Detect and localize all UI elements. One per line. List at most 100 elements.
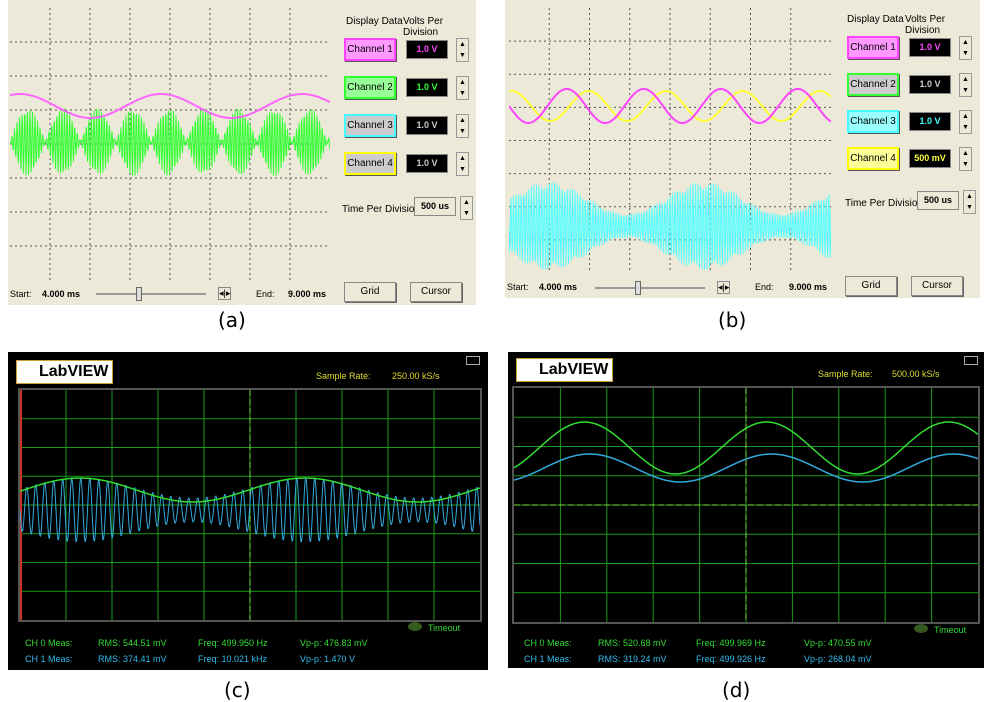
- ch0-vpp: Vp-p: 470.55 mV: [804, 638, 872, 648]
- channel-3-volts: 1.0 V: [909, 112, 951, 131]
- channel-2-button[interactable]: Channel 2: [847, 73, 899, 96]
- start-value: 4.000 ms: [539, 282, 578, 292]
- start-label: Start:: [10, 289, 32, 299]
- window-icon[interactable]: [964, 356, 978, 365]
- time-spinner[interactable]: ▲ ▼: [963, 190, 976, 214]
- caption-a: (a): [218, 308, 246, 332]
- channel-2-button[interactable]: Channel 2: [344, 76, 396, 99]
- channel-3-button[interactable]: Channel 3: [344, 114, 396, 137]
- slider-thumb[interactable]: [136, 287, 142, 301]
- sample-rate-label: Sample Rate:: [316, 371, 371, 381]
- timeout-led: [408, 622, 422, 631]
- scroll-arrows[interactable]: ◂|▸: [717, 281, 731, 294]
- time-spinner[interactable]: ▲ ▼: [460, 196, 473, 220]
- scope-screen-a: [10, 8, 330, 280]
- start-value: 4.000 ms: [42, 289, 81, 299]
- channel-4-spinner[interactable]: ▲ ▼: [959, 147, 972, 171]
- channel-3-spinner[interactable]: ▲ ▼: [456, 114, 469, 138]
- channel-2-spinner[interactable]: ▲ ▼: [959, 73, 972, 97]
- ch1-rms: RMS: 374.41 mV: [98, 654, 167, 664]
- labview-logo: LabVIEW: [516, 358, 614, 382]
- scope-panel-a: Display Data Volts Per Division Channel …: [8, 0, 476, 305]
- ch1-ch: CH 1 Meas:: [524, 654, 572, 664]
- channel-1-volts: 1.0 V: [909, 38, 951, 57]
- caption-d: (d): [722, 678, 751, 702]
- timeout-led: [914, 624, 928, 633]
- channel-1-spinner[interactable]: ▲ ▼: [959, 36, 972, 60]
- channel-1-volts: 1.0 V: [406, 40, 448, 59]
- channel-2-volts: 1.0 V: [406, 78, 448, 97]
- time-slider[interactable]: [96, 293, 206, 295]
- ch1-trace: [514, 453, 978, 483]
- sample-rate-value: 500.00 kS/s: [892, 369, 940, 379]
- end-value: 9.000 ms: [789, 282, 828, 292]
- channel-3-volts: 1.0 V: [406, 116, 448, 135]
- channel-4-button[interactable]: Channel 4: [344, 152, 396, 175]
- start-label: Start:: [507, 282, 529, 292]
- channel-2-spinner[interactable]: ▲ ▼: [456, 76, 469, 100]
- ch0-ch: CH 0 Meas:: [25, 638, 73, 648]
- end-label: End:: [755, 282, 774, 292]
- time-per-division-label: Time Per Division:: [342, 204, 423, 215]
- channel-1-button[interactable]: Channel 1: [344, 38, 396, 61]
- timeout-label: Timeout: [934, 625, 967, 635]
- channel-1-button[interactable]: Channel 1: [847, 36, 899, 59]
- channel-4-spinner[interactable]: ▲ ▼: [456, 152, 469, 176]
- caption-b: (b): [718, 308, 747, 332]
- ch1-freq: Freq: 499.926 Hz: [696, 654, 766, 664]
- labview-logo: LabVIEW: [16, 360, 114, 384]
- volts-per-division-label: Volts Per Division: [905, 14, 946, 36]
- plot-d: [512, 386, 980, 624]
- scope-panel-b: Display Data Volts Per Division Channel …: [505, 0, 980, 298]
- labview-panel-c: LabVIEW Sample Rate: 250.00 kS/s Timeout…: [8, 352, 488, 670]
- window-icon[interactable]: [466, 356, 480, 365]
- ch0-trace: [20, 477, 480, 503]
- ch1-freq: Freq: 10.021 kHz: [198, 654, 268, 664]
- volts-per-division-label: Volts Per Division: [403, 16, 444, 38]
- caption-c: (c): [224, 678, 251, 702]
- ch0-rms: RMS: 544.51 mV: [98, 638, 167, 648]
- channel-1-trace: [10, 93, 330, 119]
- plot-c: [18, 388, 482, 622]
- ch0-ch: CH 0 Meas:: [524, 638, 572, 648]
- channel-3-trace: [509, 182, 831, 271]
- scroll-arrows[interactable]: ◂|▸: [218, 287, 232, 300]
- channel-4-volts: 1.0 V: [406, 154, 448, 173]
- time-slider[interactable]: [595, 287, 705, 289]
- ch0-trace: [514, 421, 978, 475]
- end-label: End:: [256, 289, 275, 299]
- sample-rate-label: Sample Rate:: [818, 369, 873, 379]
- channel-4-button[interactable]: Channel 4: [847, 147, 899, 170]
- channel-2-volts: 1.0 V: [909, 75, 951, 94]
- channel-3-button[interactable]: Channel 3: [847, 110, 899, 133]
- cursor-button[interactable]: Cursor: [410, 282, 462, 302]
- scope-screen-b: [509, 8, 831, 273]
- ch1-vpp: Vp-p: 1.470 V: [300, 654, 356, 664]
- ch1-ch: CH 1 Meas:: [25, 654, 73, 664]
- ch1-rms: RMS: 319.24 mV: [598, 654, 667, 664]
- time-per-division-field[interactable]: 500 us: [414, 197, 456, 216]
- ch0-rms: RMS: 520.68 mV: [598, 638, 667, 648]
- labview-panel-d: LabVIEW Sample Rate: 500.00 kS/s Timeout…: [508, 352, 984, 668]
- display-data-label: Display Data: [847, 14, 904, 25]
- time-per-division-field[interactable]: 500 us: [917, 191, 959, 210]
- display-data-label: Display Data: [346, 16, 403, 27]
- sample-rate-value: 250.00 kS/s: [392, 371, 440, 381]
- channel-1-trace: [509, 88, 831, 124]
- ch0-freq: Freq: 499.950 Hz: [198, 638, 268, 648]
- timeout-label: Timeout: [428, 623, 461, 633]
- ch1-vpp: Vp-p: 268.04 mV: [804, 654, 872, 664]
- channel-2-trace: [10, 108, 330, 176]
- time-per-division-label: Time Per Division:: [845, 198, 926, 209]
- slider-thumb[interactable]: [635, 281, 641, 295]
- channel-3-spinner[interactable]: ▲ ▼: [959, 110, 972, 134]
- ch1-trace: [20, 478, 480, 542]
- channel-4-trace: [509, 90, 831, 122]
- grid-button[interactable]: Grid: [344, 282, 396, 302]
- ch0-vpp: Vp-p: 476.83 mV: [300, 638, 368, 648]
- channel-1-spinner[interactable]: ▲ ▼: [456, 38, 469, 62]
- grid-button[interactable]: Grid: [845, 276, 897, 296]
- channel-4-volts: 500 mV: [909, 149, 951, 168]
- cursor-button[interactable]: Cursor: [911, 276, 963, 296]
- ch0-freq: Freq: 499.969 Hz: [696, 638, 766, 648]
